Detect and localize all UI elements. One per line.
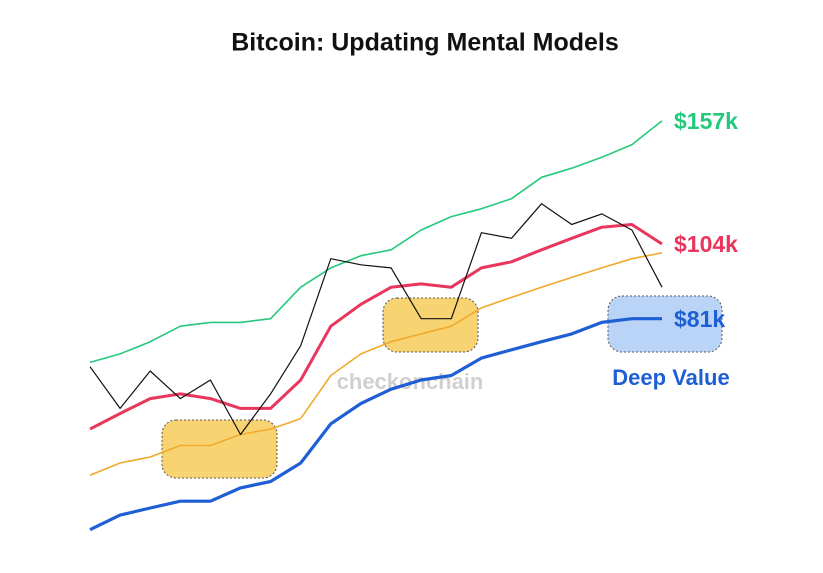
end-label: $104k <box>674 231 738 257</box>
highlight-box <box>382 297 479 353</box>
plot-area: $157k $104k $81k <box>89 108 738 532</box>
deep-value-box <box>607 295 723 353</box>
series-line <box>89 223 663 431</box>
series-line <box>89 252 663 476</box>
end-label: $81k <box>674 306 725 332</box>
series-line <box>89 317 662 532</box>
annotation: Deep Value <box>612 365 729 390</box>
end-label: $157k <box>674 108 738 134</box>
series-line <box>89 120 663 364</box>
chart-title: Bitcoin: Updating Mental Models <box>231 29 619 57</box>
series-line <box>89 203 663 436</box>
watermark: checkonchain <box>337 369 484 394</box>
highlight-box <box>161 419 278 479</box>
